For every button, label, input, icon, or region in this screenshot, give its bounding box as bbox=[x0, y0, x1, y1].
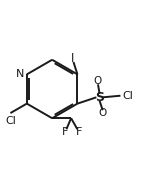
Text: Cl: Cl bbox=[5, 116, 16, 126]
Text: Cl: Cl bbox=[122, 91, 133, 101]
Text: F: F bbox=[62, 127, 68, 137]
Text: O: O bbox=[99, 108, 107, 118]
Text: I: I bbox=[71, 52, 74, 65]
Text: F: F bbox=[76, 127, 82, 137]
Text: N: N bbox=[16, 69, 24, 79]
Text: S: S bbox=[95, 91, 104, 104]
Text: O: O bbox=[94, 77, 102, 87]
